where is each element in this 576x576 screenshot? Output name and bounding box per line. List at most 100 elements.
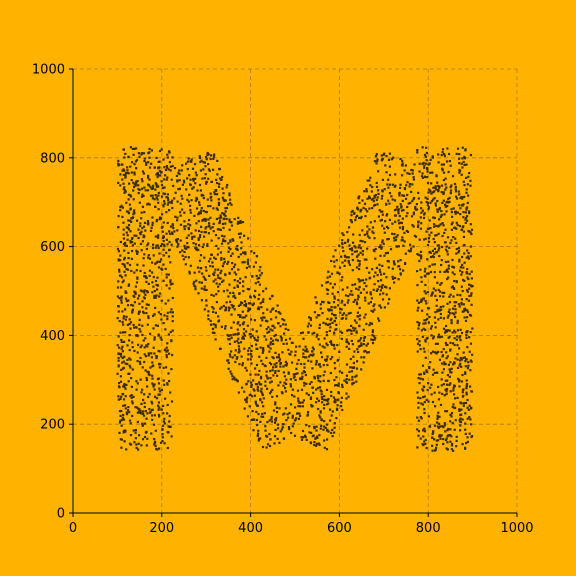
data-point	[148, 274, 151, 277]
data-point	[358, 262, 361, 265]
data-point	[354, 327, 357, 330]
data-point	[122, 413, 125, 416]
data-point	[440, 350, 443, 354]
data-point	[254, 338, 257, 341]
data-point	[443, 424, 446, 427]
data-point	[243, 407, 246, 410]
data-point	[154, 235, 157, 238]
data-point	[452, 236, 455, 239]
data-point	[335, 384, 338, 387]
data-point	[133, 301, 136, 304]
data-point	[412, 245, 415, 248]
data-point	[366, 225, 369, 228]
data-point	[445, 410, 449, 413]
data-point	[153, 294, 156, 298]
data-point	[454, 188, 457, 191]
data-point	[266, 421, 269, 424]
data-point	[458, 347, 461, 350]
data-point	[135, 446, 138, 449]
data-point	[269, 369, 272, 373]
data-point	[158, 387, 161, 390]
data-point	[139, 378, 142, 381]
data-point	[199, 169, 202, 172]
data-point	[316, 386, 320, 390]
data-point	[257, 336, 260, 339]
data-point	[190, 199, 193, 202]
data-point	[124, 190, 127, 193]
data-point	[331, 286, 335, 289]
data-point	[378, 319, 381, 322]
data-point	[318, 443, 321, 446]
data-point	[363, 202, 367, 205]
data-point	[303, 371, 306, 374]
data-point	[418, 373, 421, 376]
data-point	[226, 262, 229, 265]
data-point	[147, 161, 150, 164]
data-point	[159, 336, 162, 339]
data-point	[119, 419, 122, 422]
data-point	[257, 389, 260, 392]
data-point	[426, 197, 429, 200]
data-point	[339, 330, 342, 333]
data-point	[204, 219, 207, 223]
data-point	[124, 362, 127, 365]
data-point	[361, 250, 364, 253]
data-point	[236, 248, 239, 251]
data-point	[466, 330, 469, 333]
data-point	[237, 391, 240, 394]
data-point	[434, 202, 437, 205]
data-point	[320, 424, 323, 427]
data-point	[469, 184, 472, 187]
data-point	[122, 182, 125, 185]
data-point	[403, 187, 406, 190]
data-point	[331, 356, 334, 359]
data-point	[367, 302, 370, 305]
data-point	[315, 316, 318, 319]
data-point	[274, 401, 277, 404]
data-point	[437, 385, 440, 388]
data-point	[284, 387, 287, 390]
data-point	[256, 434, 259, 437]
data-point	[323, 346, 326, 349]
data-point	[227, 334, 230, 338]
data-point	[153, 296, 156, 299]
data-point	[195, 222, 198, 225]
data-point	[165, 178, 168, 181]
data-point	[154, 194, 157, 197]
data-point	[147, 315, 150, 318]
data-point	[258, 269, 261, 272]
data-point	[423, 166, 426, 169]
data-point	[428, 425, 432, 428]
data-point	[192, 186, 195, 189]
data-point	[291, 416, 294, 419]
data-point	[167, 255, 171, 258]
data-point	[416, 309, 419, 312]
data-point	[451, 331, 454, 334]
data-point	[119, 240, 122, 244]
data-point	[353, 283, 357, 286]
data-point	[323, 439, 326, 442]
data-point	[326, 363, 329, 367]
data-point	[372, 231, 375, 235]
data-point	[423, 175, 427, 178]
data-point	[466, 311, 470, 314]
data-point	[140, 444, 143, 447]
data-point	[303, 384, 306, 387]
data-point	[310, 403, 313, 407]
data-point	[420, 257, 423, 260]
data-point	[360, 356, 363, 359]
data-point	[229, 355, 232, 358]
data-point	[332, 396, 335, 399]
data-point	[167, 198, 170, 202]
data-point	[449, 189, 453, 192]
data-point	[147, 371, 150, 374]
data-point	[269, 381, 272, 384]
data-point	[450, 239, 453, 242]
data-point	[462, 303, 465, 306]
data-point	[357, 340, 360, 343]
data-point	[276, 356, 279, 359]
data-point	[410, 190, 413, 193]
data-point	[155, 283, 158, 286]
data-point	[343, 254, 346, 257]
data-point	[277, 356, 281, 359]
